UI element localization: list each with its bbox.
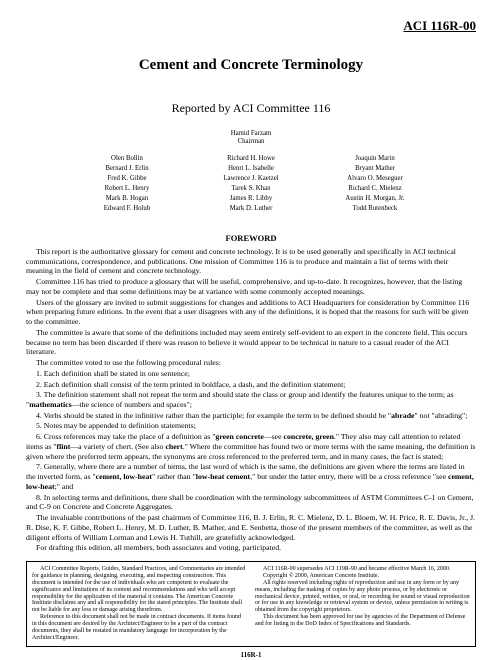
page-title: Cement and Concrete Terminology (26, 56, 476, 75)
committee-member: Mark D. Luther (204, 205, 298, 213)
committee-member: Robert L. Henry (80, 185, 174, 193)
committee-member: Tarek S. Khan (204, 185, 298, 193)
footer-text: ACI Committee Reports, Guides, Standard … (32, 566, 247, 614)
committee-member: Richard C. Mielenz (328, 185, 422, 193)
committee-member: Austin H. Morgan, Jr. (328, 195, 422, 203)
committee-member: Henri L. Isabelle (204, 165, 298, 173)
committee-member: Bernard J. Erlin (80, 165, 174, 173)
rule-item: 7. Generally, where there are a number o… (26, 462, 476, 491)
foreword-para: Users of the glossary are invited to sub… (26, 298, 476, 327)
footer-box: ACI Committee Reports, Guides, Standard … (26, 561, 476, 647)
committee-member: Mark B. Hogan (80, 195, 174, 203)
footer-text: All rights reserved including rights of … (255, 580, 470, 614)
committee-member: Olen Bollin (80, 155, 174, 163)
committee-member: Joaquin Marin (328, 155, 422, 163)
footer-text: This document has been approved for use … (255, 614, 470, 628)
rule-item: 3. The definition statement shall not re… (26, 390, 476, 409)
rule-item: 2. Each definition shall consist of the … (26, 380, 476, 390)
closing-para: For drafting this edition, all members, … (26, 543, 476, 553)
committee-member: Fred K. Gibbe (80, 175, 174, 183)
doc-id: ACI 116R-00 (26, 18, 476, 34)
foreword-para: This report is the authoritative glossar… (26, 247, 476, 276)
rule-item: 8. In selecting terms and definitions, t… (26, 493, 476, 512)
committee-list: Olen Bollin Richard H. Howe Joaquin Mari… (80, 155, 422, 213)
committee-member: Edward F. Holub (80, 205, 174, 213)
closing-para: The invaluable contributions of the past… (26, 513, 476, 542)
foreword-heading: FOREWORD (26, 233, 476, 244)
chair-name: Hamid Farzam (26, 130, 476, 138)
footer-text: ACI 116R-00 supersedes ACI 119R-90 and b… (255, 566, 470, 573)
chair-role: Chairman (26, 138, 476, 146)
page-number: 116R-1 (26, 651, 476, 660)
rule-item: 4. Verbs should be stated in the infinit… (26, 411, 476, 421)
committee-member: Todd Rutenbeck (328, 205, 422, 213)
rule-item: 6. Cross references may take the place o… (26, 432, 476, 461)
footer-left: ACI Committee Reports, Guides, Standard … (32, 566, 247, 642)
rules-list: 1. Each definition shall be stated in on… (26, 369, 476, 512)
rule-item: 5. Notes may be appended to definition s… (26, 421, 476, 431)
footer-right: ACI 116R-00 supersedes ACI 119R-90 and b… (255, 566, 470, 642)
rule-item: 1. Each definition shall be stated in on… (26, 369, 476, 379)
footer-text: Copyright © 2000, American Concrete Inst… (255, 573, 470, 580)
foreword-para: Committee 116 has tried to produce a glo… (26, 277, 476, 296)
committee-member: James R. Libby (204, 195, 298, 203)
committee-member: Lawrence J. Kaetzel (204, 175, 298, 183)
foreword-para: The committee is aware that some of the … (26, 328, 476, 357)
subtitle: Reported by ACI Committee 116 (26, 101, 476, 116)
committee-member: Richard H. Howe (204, 155, 298, 163)
committee-member: Alvaro O. Meseguer (328, 175, 422, 183)
chair-block: Hamid Farzam Chairman (26, 130, 476, 147)
committee-member: Bryant Mather (328, 165, 422, 173)
foreword-para: The committee voted to use the following… (26, 358, 476, 368)
footer-text: Reference to this document shall not be … (32, 614, 247, 642)
